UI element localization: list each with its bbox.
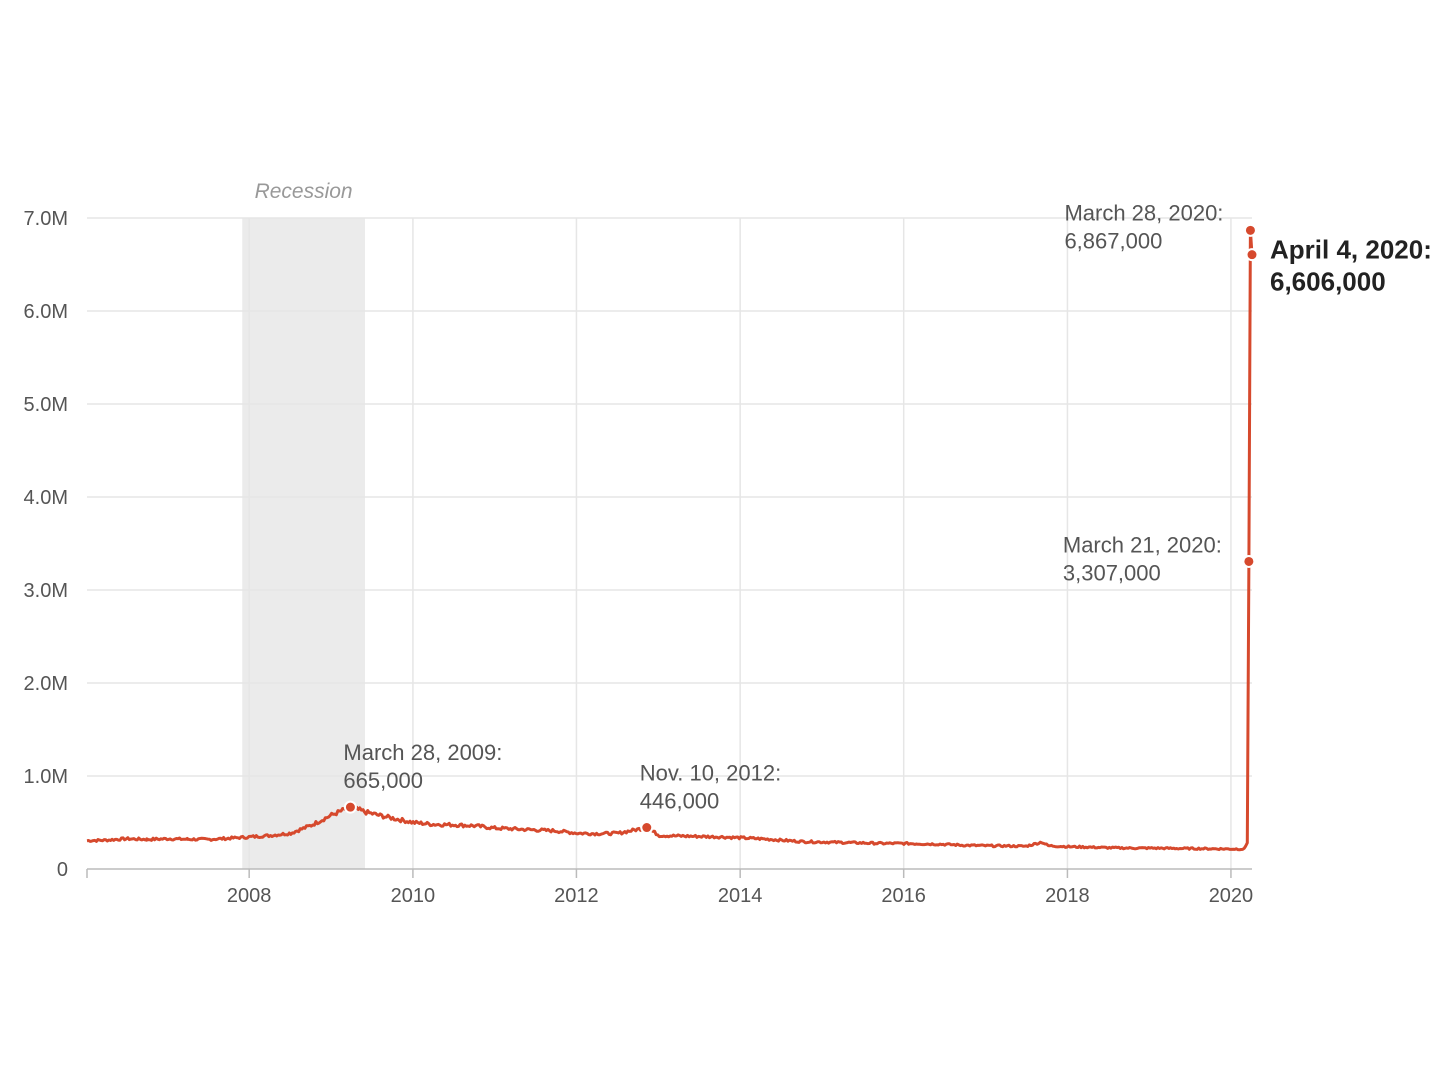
x-tick-label: 2018 xyxy=(1045,885,1090,907)
annotation-point-mar21-2020 xyxy=(1242,554,1256,568)
x-tick-label: 2016 xyxy=(881,885,926,907)
annotation-label-value: 6,867,000 xyxy=(1064,228,1162,253)
annotation-point-apr4-2020 xyxy=(1245,248,1259,262)
x-tick-label: 2010 xyxy=(391,885,436,907)
y-tick-label: 2.0M xyxy=(24,673,68,695)
annotation-label-date: Nov. 10, 2012: xyxy=(640,761,781,786)
claims-series xyxy=(86,228,1254,852)
annotation-label-value: 446,000 xyxy=(640,789,720,814)
annotation-label-date: March 28, 2009: xyxy=(343,740,502,765)
y-tick-label: 4.0M xyxy=(24,487,68,509)
y-tick-label: 3.0M xyxy=(24,580,68,602)
annotation-point-mar28-2020 xyxy=(1243,223,1257,237)
x-axis-tick-labels: 2008 2010 2012 2014 2016 2018 2020 xyxy=(227,885,1253,907)
x-tick-label: 2008 xyxy=(227,885,272,907)
annotation-label-date: March 28, 2020: xyxy=(1064,200,1223,225)
annotation-label-date: March 21, 2020: xyxy=(1063,532,1222,557)
y-tick-label: 5.0M xyxy=(24,394,68,416)
x-tick-label: 2020 xyxy=(1209,885,1254,907)
claims-line xyxy=(86,228,1254,852)
annotation-point-nov-2012 xyxy=(640,821,654,835)
annotations: March 28, 2009: 665,000 Nov. 10, 2012: 446,… xyxy=(343,200,1432,835)
recession-label: Recession xyxy=(255,180,353,203)
recession-band xyxy=(242,218,365,869)
annotation-label-value: 3,307,000 xyxy=(1063,560,1161,585)
annotation-label-value: 6,606,000 xyxy=(1270,267,1386,297)
y-tick-label: 7.0M xyxy=(24,208,68,230)
y-tick-label: 0 xyxy=(57,859,68,881)
x-tick-label: 2012 xyxy=(554,885,599,907)
gridlines xyxy=(87,217,1252,869)
x-axis xyxy=(86,868,1252,878)
annotation-label-value: 665,000 xyxy=(343,768,423,793)
y-tick-label: 6.0M xyxy=(24,301,68,323)
y-tick-label: 1.0M xyxy=(24,766,68,788)
annotation-point-mar-2009 xyxy=(343,800,357,814)
annotation-label-date: April 4, 2020: xyxy=(1270,235,1432,265)
y-axis-tick-labels: 0 1.0M 2.0M 3.0M 4.0M 5.0M 6.0M 7.0M xyxy=(24,208,68,881)
x-tick-label: 2014 xyxy=(718,885,763,907)
recession-band-group: Recession xyxy=(242,180,365,869)
